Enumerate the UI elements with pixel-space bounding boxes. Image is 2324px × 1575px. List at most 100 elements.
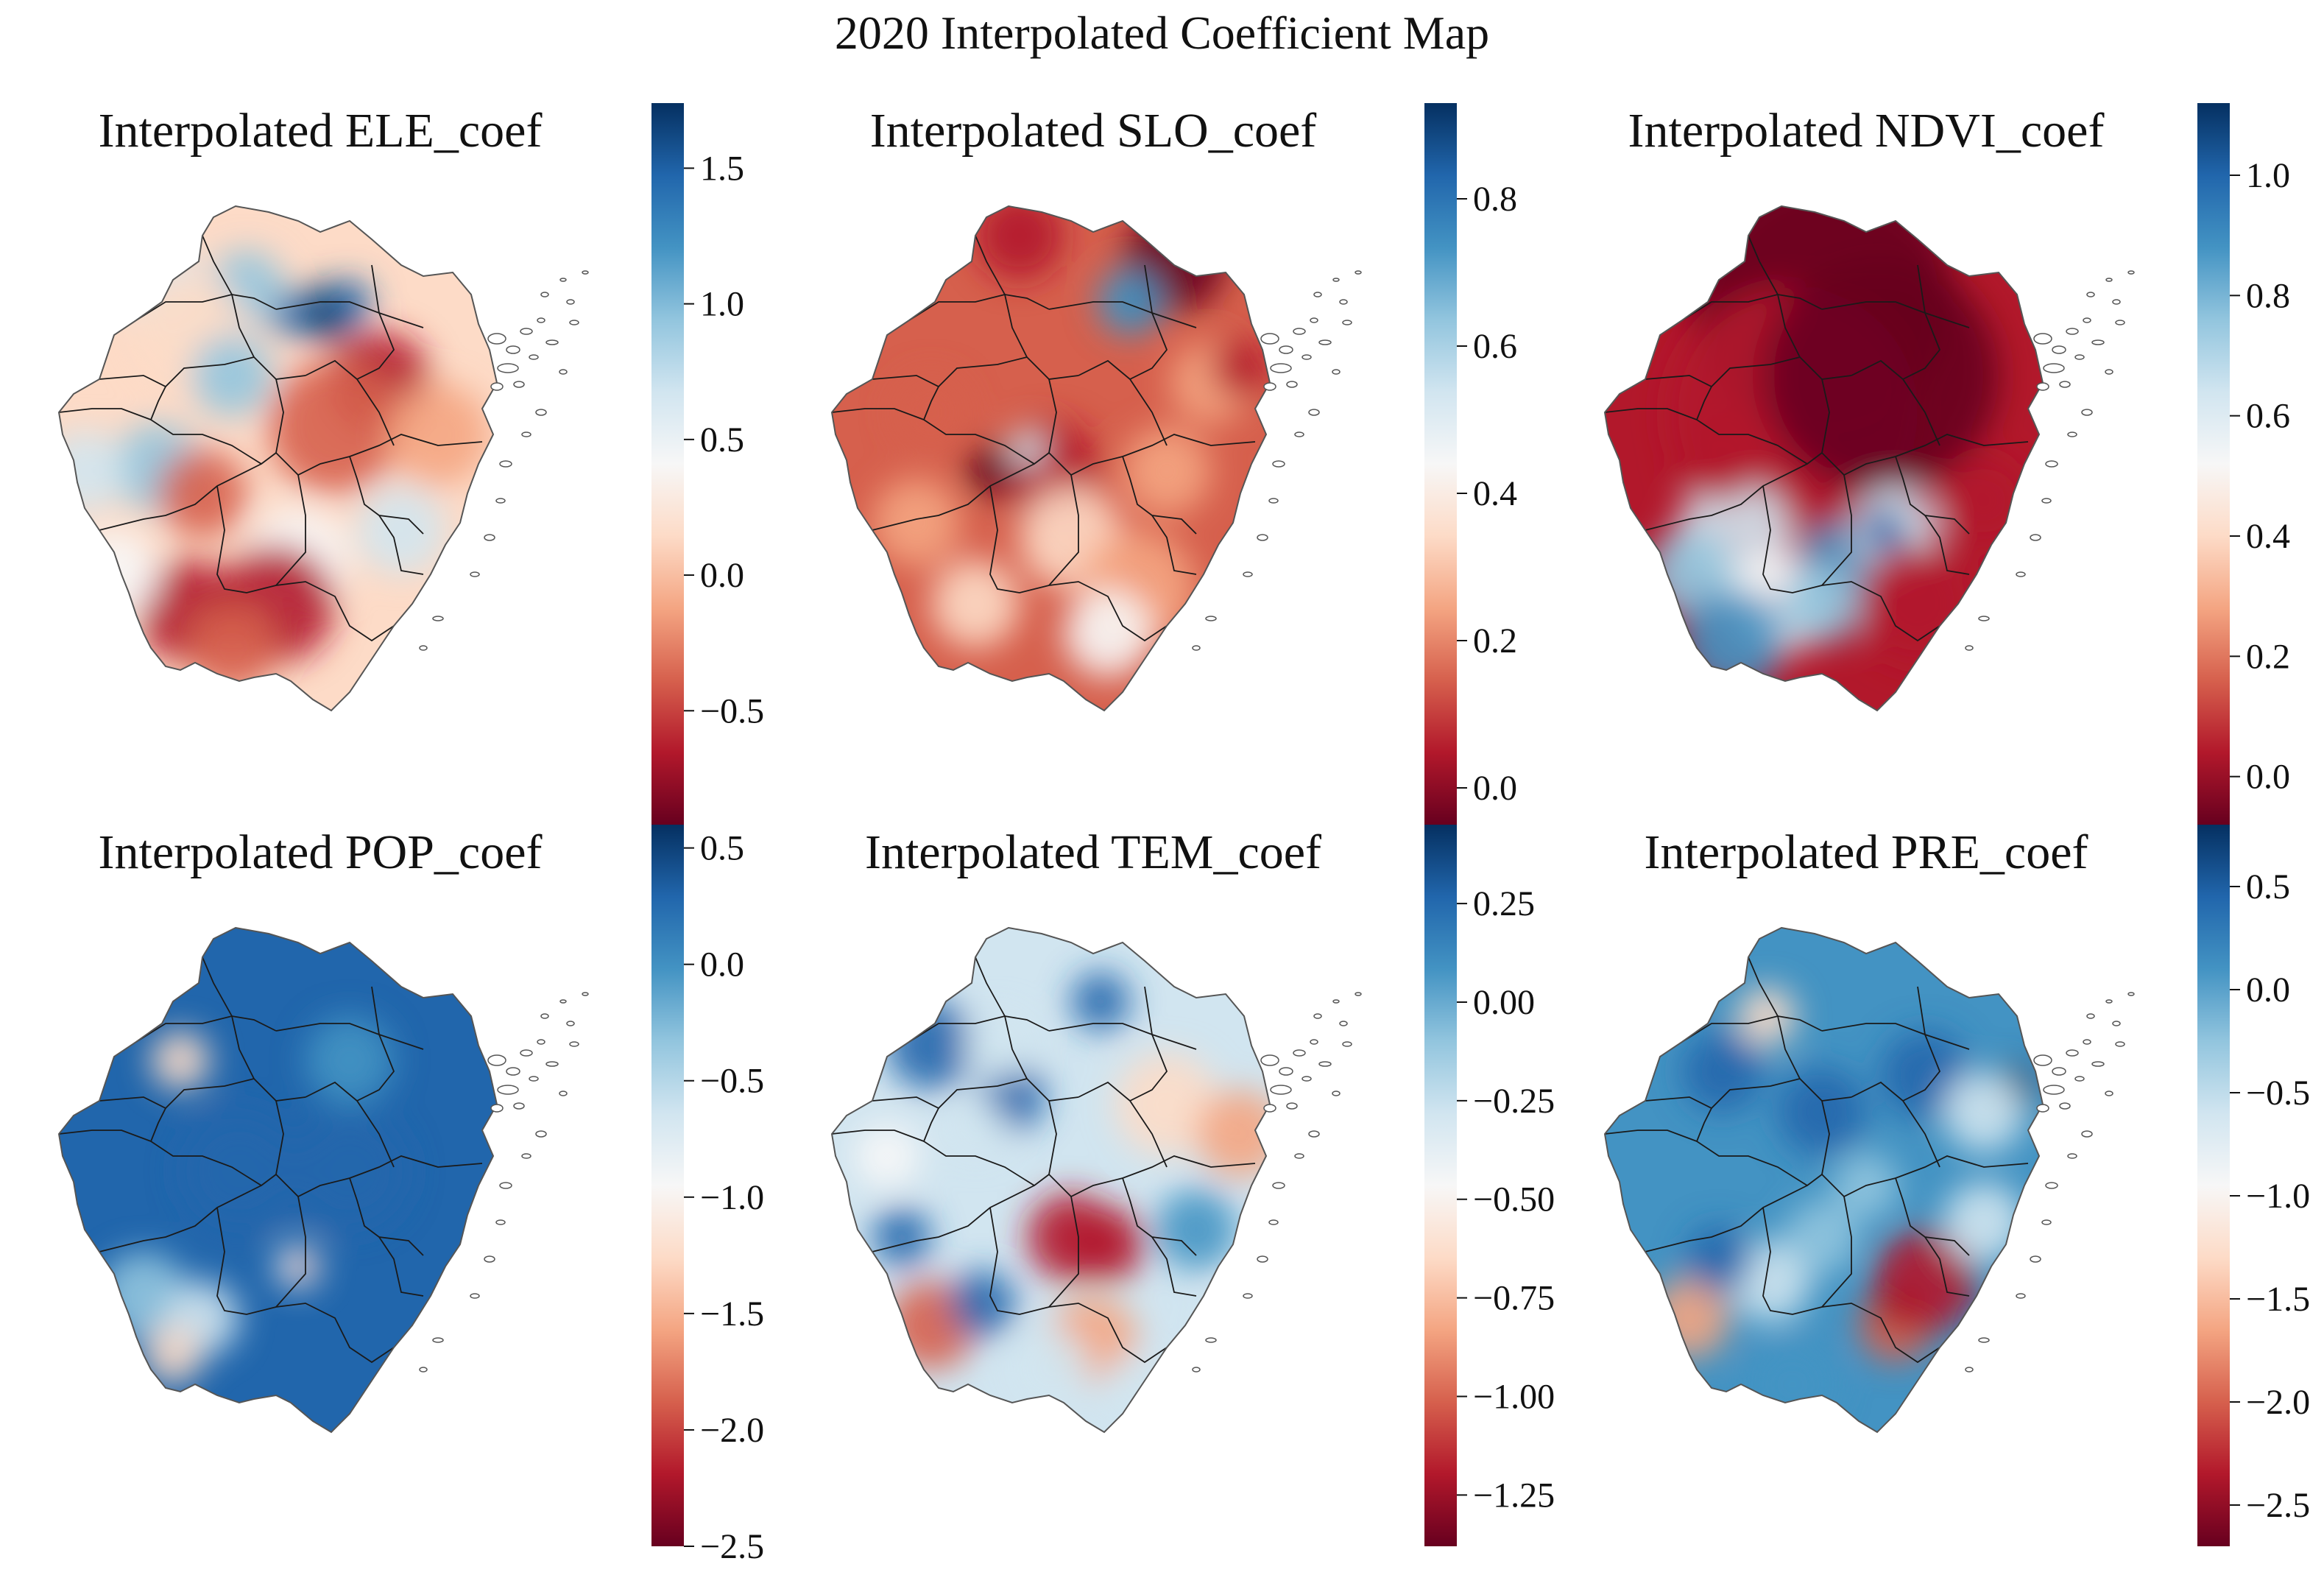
- colorbar-ele: 1.5 1.0 0.5 0.0 −0.5: [651, 103, 764, 825]
- island: [1310, 317, 1318, 323]
- prefecture-boundary: [989, 485, 1050, 593]
- colorbar-tick-label: −0.5: [700, 1062, 764, 1101]
- prefecture-boundary: [1902, 1034, 1941, 1102]
- colorbar-ndvi: 1.0 0.8 0.6 0.4 0.2 0.0: [2197, 103, 2290, 825]
- colorbar-tick-label: 0.8: [2246, 276, 2290, 315]
- prefecture-boundary: [150, 1107, 166, 1142]
- island: [2083, 1039, 2091, 1045]
- prefecture-boundary: [99, 463, 262, 531]
- colorbar-tick-label: 0.6: [1473, 327, 1517, 366]
- map-ndvi: [1603, 205, 2135, 712]
- map-surface: [59, 928, 497, 1432]
- prefecture-boundary: [58, 408, 277, 465]
- map-surface: [832, 928, 1270, 1432]
- colorbar-tick-label: −1.5: [2246, 1280, 2310, 1319]
- prefecture-boundary: [1821, 1100, 2029, 1198]
- colorbar-tick-label: −0.25: [1473, 1082, 1555, 1121]
- prefecture-boundary: [1748, 235, 1779, 295]
- island: [1270, 1085, 1292, 1095]
- prefecture-boundary: [1902, 312, 1941, 380]
- island: [1318, 1061, 1332, 1067]
- island: [529, 1076, 539, 1082]
- map-surface: [832, 206, 1270, 711]
- colorbar-gradient: [2197, 825, 2230, 1546]
- island: [540, 1013, 549, 1019]
- colorbar-tick-label: −1.00: [1473, 1378, 1555, 1417]
- island: [1301, 354, 1312, 360]
- prefecture-boundary: [1604, 408, 1823, 465]
- island: [1286, 1102, 1298, 1110]
- prefecture-boundary: [1924, 515, 1970, 575]
- island: [470, 1293, 480, 1299]
- island: [520, 1049, 533, 1057]
- prefecture-boundary: [1821, 301, 1970, 328]
- island: [2081, 1130, 2093, 1138]
- map-ele: [57, 205, 589, 712]
- island: [470, 571, 480, 577]
- island: [537, 317, 545, 323]
- colorbar-tick-label: −0.5: [2246, 1074, 2310, 1113]
- island: [1355, 270, 1362, 275]
- prefecture-boundary: [1004, 1015, 1028, 1079]
- prefecture-boundary: [1048, 474, 1079, 586]
- island: [1332, 999, 1340, 1004]
- colorbar-gradient: [651, 825, 684, 1546]
- colorbar-tick-label: 0.0: [700, 945, 744, 984]
- island: [1243, 571, 1253, 577]
- island: [432, 1337, 444, 1343]
- province-outline: [57, 205, 498, 712]
- island: [1257, 534, 1268, 541]
- prefecture-boundary: [1129, 312, 1168, 380]
- island: [1205, 1337, 1217, 1343]
- island: [487, 1054, 506, 1066]
- prefecture-boundary: [58, 1130, 277, 1187]
- island: [2127, 992, 2135, 996]
- colorbar-tick-label: 0.00: [1473, 983, 1535, 1022]
- island: [1263, 1104, 1276, 1113]
- island: [1308, 409, 1320, 416]
- colorbar-tick-label: −0.5: [700, 691, 764, 730]
- prefecture-boundary: [1777, 1015, 1801, 1079]
- province-outline: [830, 205, 1271, 712]
- prefecture-boundary: [1129, 1034, 1168, 1102]
- prefecture-boundary: [275, 581, 395, 642]
- island: [545, 339, 559, 345]
- island: [2127, 270, 2135, 275]
- colorbar-tick-label: 0.5: [700, 420, 744, 459]
- prefecture-boundary: [1144, 264, 1153, 314]
- prefecture-boundary: [908, 294, 1050, 321]
- island: [2033, 333, 2052, 345]
- prefecture-boundary: [1048, 301, 1197, 328]
- prefecture-boundary: [275, 1196, 306, 1308]
- colorbar-gradient: [1424, 103, 1457, 825]
- prefecture-boundary: [923, 386, 939, 420]
- island: [2112, 1021, 2121, 1026]
- island: [535, 1130, 547, 1138]
- panel-title-pop: Interpolated POP_coef: [98, 825, 543, 879]
- island: [559, 369, 568, 375]
- prefecture-boundary: [1821, 1023, 1970, 1050]
- island: [566, 1021, 575, 1026]
- prefecture-boundary: [135, 294, 277, 321]
- colorbar-tick-label: 0.0: [700, 556, 744, 595]
- colorbar-tick-label: 0.0: [2246, 758, 2290, 797]
- prefecture-boundary: [275, 301, 424, 328]
- island: [559, 1090, 568, 1096]
- prefecture-boundary: [1681, 294, 1823, 321]
- prefecture-boundary: [150, 386, 166, 420]
- colorbar-tick-label: −1.5: [700, 1294, 764, 1333]
- prefecture-boundary: [1048, 1023, 1197, 1050]
- prefecture-boundary: [1821, 1196, 1852, 1308]
- prefecture-boundary: [99, 1078, 306, 1110]
- prefecture-boundary: [872, 463, 1035, 531]
- prefecture-boundary: [99, 356, 306, 388]
- prefecture-boundary: [1144, 986, 1153, 1035]
- province-outline: [1603, 205, 2044, 712]
- colorbar-tick-label: 0.6: [2246, 397, 2290, 436]
- island: [513, 381, 525, 388]
- island: [545, 1061, 559, 1067]
- colorbar-tick-label: 0.0: [1473, 769, 1517, 808]
- prefecture-boundary: [371, 986, 380, 1035]
- colorbar-tick-label: −0.50: [1473, 1180, 1555, 1219]
- colorbar-pre: 0.5 0.0 −0.5 −1.0 −1.5 −2.0 −2.5: [2197, 825, 2310, 1546]
